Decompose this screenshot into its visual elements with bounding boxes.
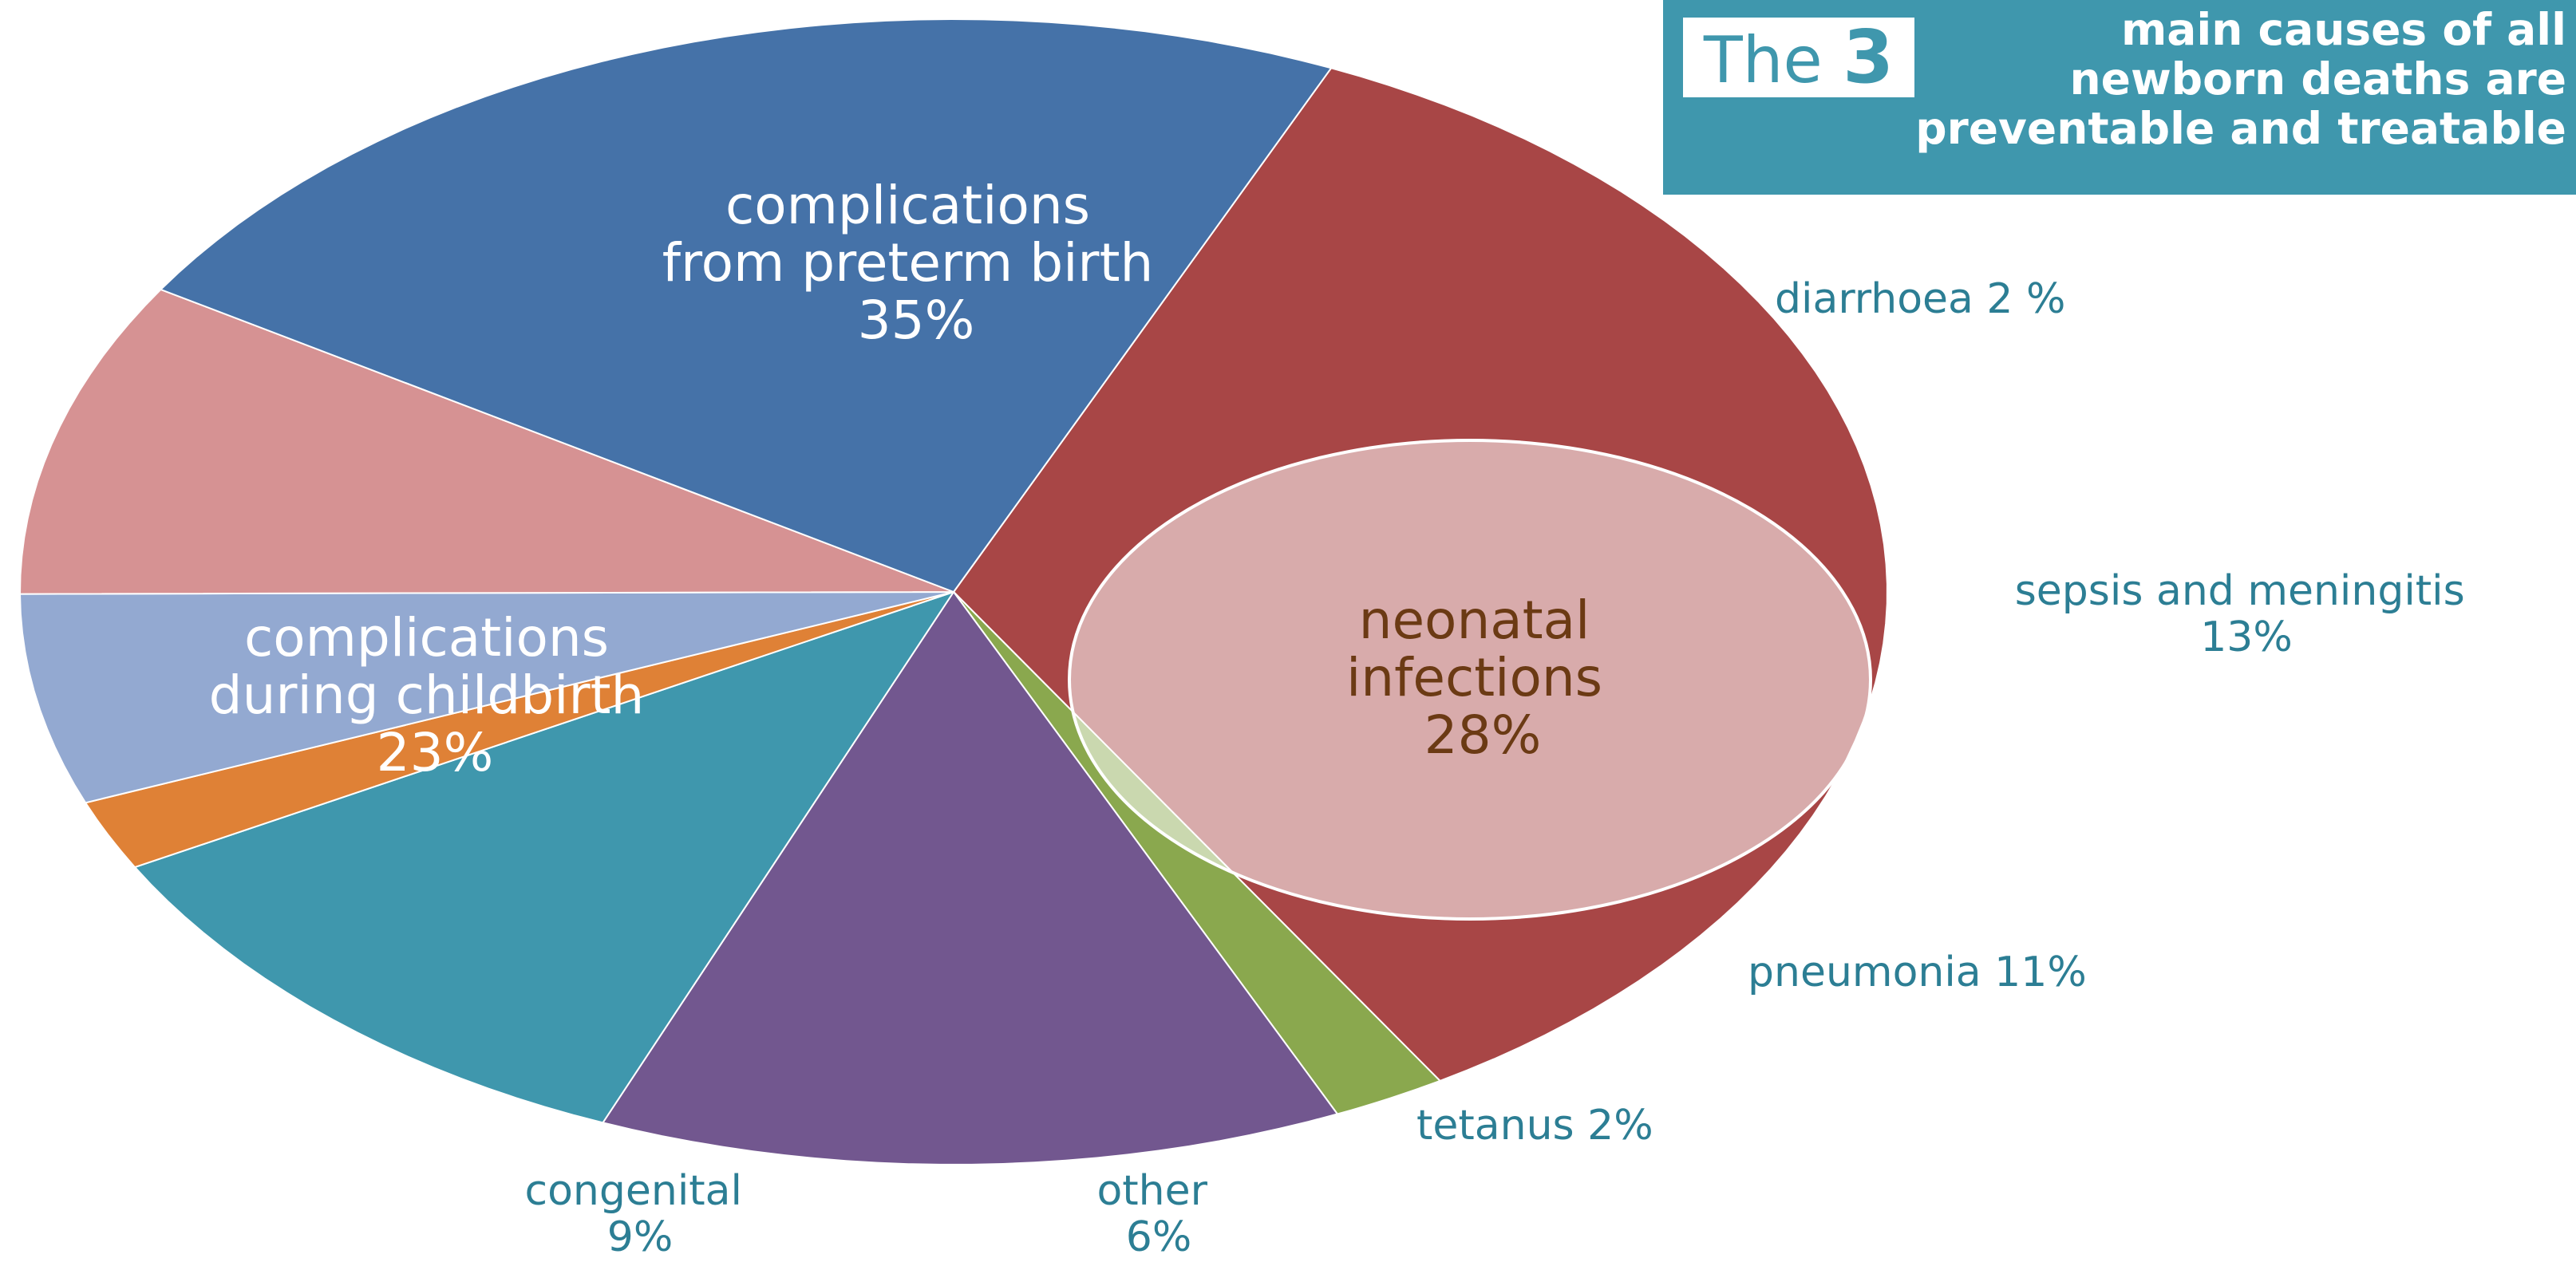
- tetanus-label: tetanus 2%: [1416, 1102, 1653, 1150]
- neonatal-infections-highlight: [1068, 439, 1872, 921]
- slice-tetanus: [84, 591, 954, 869]
- headline-banner: The 3 main causes of all newborn deaths …: [1663, 0, 2576, 195]
- congenital-label: congenital 9%: [525, 1167, 756, 1261]
- banner-line-3: preventable and treatable: [1915, 103, 2566, 154]
- childbirth-label: complications during childbirth 23%: [209, 607, 662, 783]
- diarrhoea-label: diarrhoea 2 %: [1775, 275, 2065, 323]
- slice-childbirth: [159, 18, 1333, 594]
- banner-box-word: The: [1703, 23, 1823, 97]
- sepsis-label: sepsis and meningitis 13%: [2015, 567, 2479, 661]
- neonatal-infections-label: neonatal infections 28%: [1346, 590, 1619, 766]
- slice-congenital: [18, 288, 954, 595]
- other-label: other 6%: [1096, 1167, 1220, 1261]
- banner-box-number: 3: [1843, 14, 1894, 100]
- banner-text: main causes of all newborn deaths are pr…: [1912, 5, 2566, 153]
- banner-number-box: The 3: [1683, 18, 1914, 97]
- pneumonia-label: pneumonia 11%: [1748, 949, 2087, 996]
- slice-other: [18, 591, 954, 804]
- slice-pneumonia: [133, 590, 956, 1124]
- slice-sepsis: [601, 590, 1339, 1165]
- preterm-label: complications from preterm birth 35%: [662, 175, 1171, 351]
- banner-line-1: main causes of all: [2120, 4, 2566, 55]
- banner-line-2: newborn deaths are: [2069, 53, 2566, 105]
